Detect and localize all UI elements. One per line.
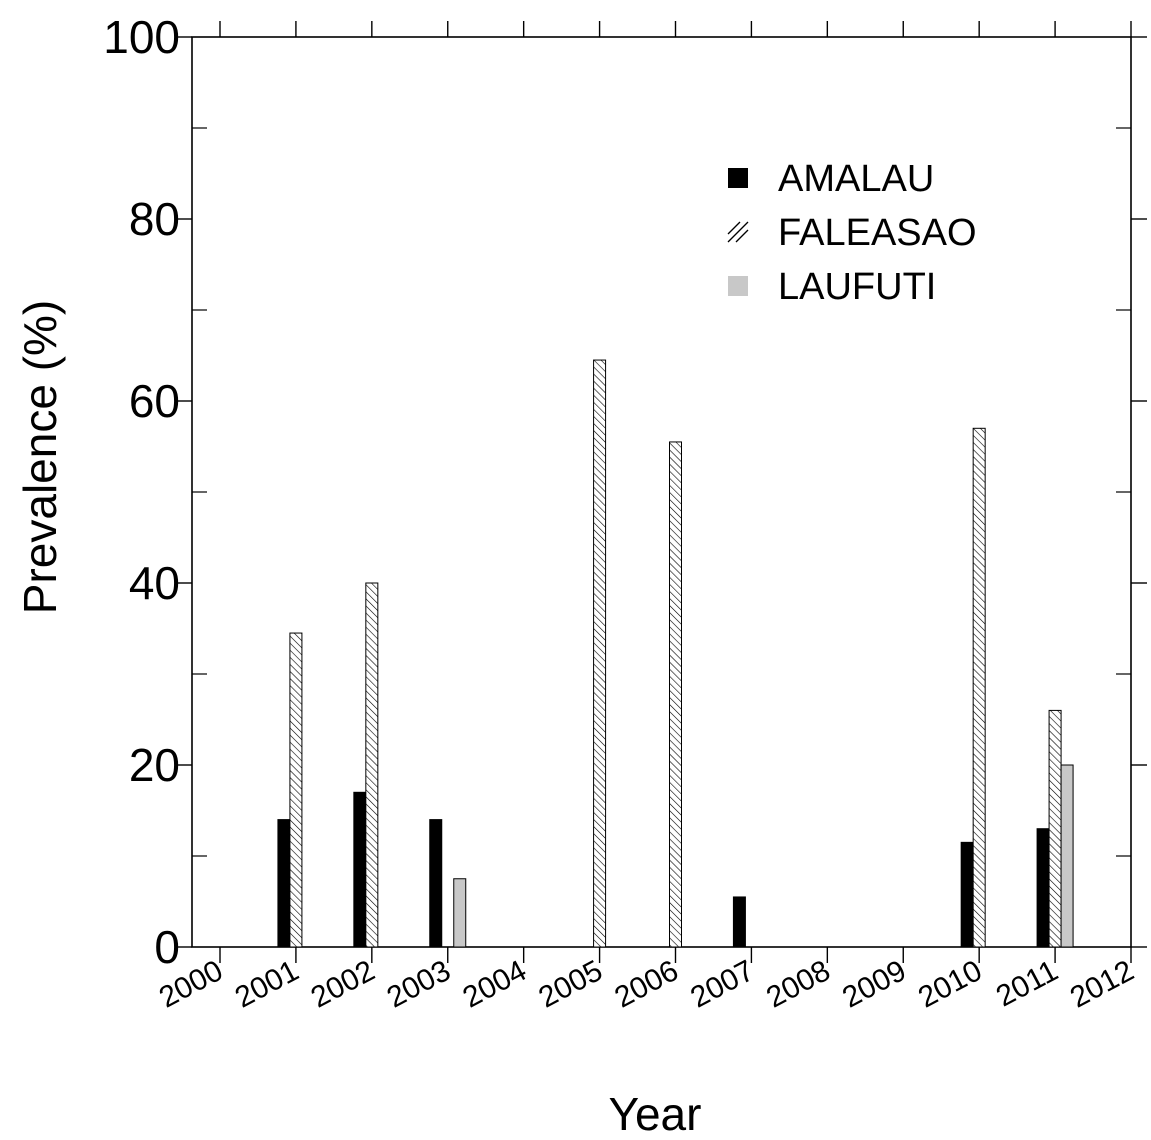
- y-tick-label-80: 80: [129, 193, 180, 245]
- bar-faleasao-2006: [669, 441, 682, 948]
- bar-faleasao-2001: [289, 632, 303, 948]
- y-tick-label-0: 0: [154, 921, 180, 973]
- bar-laufuti-2011: [1060, 764, 1074, 948]
- x-tick-label-2007: 2007: [685, 954, 759, 1014]
- y-tick-label-20: 20: [129, 739, 180, 791]
- bars-layer: [277, 359, 1074, 948]
- plot-frame-layer: [191, 36, 1132, 948]
- x-tick-label-2008: 2008: [761, 954, 835, 1014]
- x-axis-title: Year: [609, 1088, 702, 1140]
- legend: AMALAU FALEASAO LAUFUTI: [727, 158, 977, 308]
- y-tick-label-40: 40: [129, 557, 180, 609]
- bar-amalau-2007: [732, 896, 746, 948]
- x-tick-label-2009: 2009: [837, 954, 911, 1014]
- ticks-layer: [176, 21, 1147, 963]
- x-tick-label-2001: 2001: [230, 954, 304, 1014]
- bar-faleasao-2010: [972, 427, 986, 948]
- bar-amalau-2010: [960, 841, 974, 948]
- legend-label-amalau: AMALAU: [778, 158, 934, 200]
- y-tick-label-100: 100: [103, 11, 180, 63]
- bar-faleasao-2011: [1048, 709, 1062, 948]
- y-axis-title: Prevalence (%): [14, 300, 66, 614]
- bar-laufuti-2003: [453, 878, 467, 948]
- x-tick-label-2005: 2005: [533, 954, 607, 1014]
- x-tick-label-2006: 2006: [609, 954, 683, 1014]
- bar-faleasao-2002: [365, 582, 379, 948]
- x-tick-label-2003: 2003: [382, 954, 456, 1014]
- x-tick-label-2004: 2004: [458, 954, 532, 1014]
- x-tick-label-2012: 2012: [1065, 954, 1139, 1014]
- plot-area-frame: [191, 36, 1132, 948]
- x-tick-label-2011: 2011: [991, 954, 1063, 1013]
- legend-label-faleasao: FALEASAO: [778, 212, 977, 254]
- bar-amalau-2011: [1036, 828, 1050, 948]
- bar-faleasao-2005: [593, 359, 607, 948]
- y-tick-label-60: 60: [129, 375, 180, 427]
- legend-swatch-laufuti: [728, 276, 748, 296]
- legend-swatch-amalau: [728, 168, 748, 188]
- x-tick-label-2002: 2002: [306, 954, 380, 1014]
- bar-amalau-2003: [429, 819, 443, 948]
- bar-amalau-2001: [277, 819, 291, 948]
- x-tick-label-2010: 2010: [913, 954, 987, 1014]
- legend-label-laufuti: LAUFUTI: [778, 266, 936, 308]
- bar-amalau-2002: [353, 791, 367, 948]
- legend-swatch-faleasao: [727, 221, 749, 243]
